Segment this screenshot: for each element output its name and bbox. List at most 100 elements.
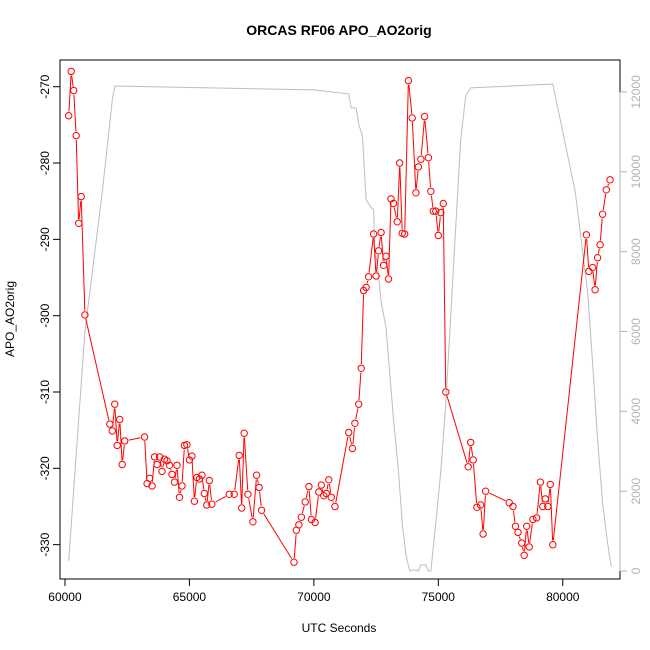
x-tick-label: 80000: [546, 590, 580, 604]
apo-line-segment: [122, 444, 125, 461]
apo-line-segment: [128, 437, 141, 441]
apo-line-segment: [386, 260, 389, 275]
apo-line-segment: [209, 484, 212, 501]
apo-line-segment: [482, 495, 486, 530]
y-tick-label: -300: [38, 303, 52, 327]
apo-point: [178, 482, 186, 490]
apo-line-segment: [78, 200, 82, 220]
apo-line-segment: [355, 408, 359, 420]
altitude-line: [68, 83, 612, 572]
apo-line-segment: [393, 207, 397, 218]
apo-line-segment: [438, 216, 441, 232]
apo-point: [175, 493, 184, 501]
apo-line-segment: [194, 481, 197, 498]
apo-line-segment: [349, 436, 352, 445]
apo-line-segment: [607, 183, 610, 186]
apo-point: [118, 460, 126, 469]
apo-line-segment: [388, 203, 392, 275]
apo-point: [596, 241, 604, 249]
apo-point: [544, 502, 552, 511]
apo-line-segment: [404, 84, 409, 230]
y2-tick-label: 8000: [629, 238, 643, 265]
apo-line-segment: [119, 423, 123, 461]
apo-line-segment: [592, 271, 596, 286]
apo-line-segment: [373, 238, 377, 272]
apo-line-segment: [176, 469, 180, 494]
apo-point: [297, 513, 306, 521]
apo-line-segment: [162, 463, 165, 468]
y-tick-label: -310: [38, 380, 52, 404]
apo-line-segment: [238, 459, 242, 504]
x-tick-label: 60000: [48, 590, 82, 604]
apo-point: [113, 441, 121, 450]
apo-point: [364, 273, 373, 281]
apo-point: [158, 467, 166, 476]
apo-point: [357, 364, 365, 372]
apo-point: [414, 163, 423, 171]
apo-point: [536, 478, 545, 486]
apo-line-segment: [335, 436, 349, 503]
apo-line-segment: [308, 490, 312, 516]
apo-point: [505, 499, 513, 507]
apo-point: [108, 427, 117, 435]
apo-line-segment: [435, 215, 439, 232]
y-tick-label: -280: [38, 151, 52, 175]
apo-line-segment: [259, 491, 262, 507]
apo-point: [230, 490, 238, 498]
y-tick-label: -320: [38, 456, 52, 480]
apo-line-segment: [529, 523, 533, 543]
apo-point: [111, 400, 119, 408]
apo-line-segment: [75, 139, 79, 220]
apo-line-segment: [408, 84, 413, 114]
apo-point: [322, 489, 330, 498]
apo-point: [315, 488, 323, 496]
apo-point: [345, 428, 353, 437]
altitude-series: [68, 83, 612, 572]
apo-point: [320, 492, 328, 500]
apo-line-segment: [424, 120, 429, 154]
apo-point: [75, 219, 83, 228]
apo-point: [77, 192, 85, 201]
apo-point: [427, 187, 435, 196]
apo-point: [81, 311, 89, 319]
chart-title: ORCAS RF06 APO_AO2orig: [246, 22, 431, 38]
apo-point: [290, 558, 298, 566]
y2-tick-label: 0: [629, 567, 643, 574]
apo-line-segment: [243, 437, 249, 491]
apo-point: [165, 461, 174, 469]
apo-point: [70, 86, 78, 95]
apo-line-segment: [470, 446, 474, 456]
apo-point: [424, 154, 433, 162]
apo-point: [434, 231, 442, 240]
apo-point: [67, 67, 75, 76]
apo-point: [106, 420, 114, 428]
apo-point: [195, 475, 204, 483]
apo-point: [185, 456, 194, 464]
apo-point: [295, 521, 303, 529]
apo-line-segment: [117, 423, 120, 442]
apo-line-segment: [215, 495, 226, 503]
apo-point: [235, 451, 243, 460]
apo-point: [240, 429, 248, 437]
apo-point: [479, 530, 487, 538]
x-tick-label: 65000: [173, 590, 207, 604]
apo-point: [331, 502, 339, 511]
x-axis-label: UTC Seconds: [302, 621, 377, 635]
apo-point: [429, 207, 437, 215]
apo-point: [148, 482, 156, 490]
plot-frame: [59, 59, 621, 580]
apo-line-segment: [599, 218, 603, 241]
apo-line-segment: [597, 248, 600, 254]
apo-line-segment: [234, 459, 240, 491]
apo-point: [396, 159, 404, 167]
apo-line-segment: [181, 449, 185, 482]
apo-line-segment: [428, 161, 431, 188]
apo-line-segment: [480, 509, 484, 530]
apo-line-segment: [201, 479, 205, 490]
apo-line-segment: [524, 530, 527, 552]
apo-point: [145, 474, 154, 482]
apo-point: [351, 419, 359, 427]
apo-point: [188, 452, 196, 460]
y2-tick-label: 6000: [629, 318, 643, 345]
apo-line-segment: [263, 513, 293, 559]
